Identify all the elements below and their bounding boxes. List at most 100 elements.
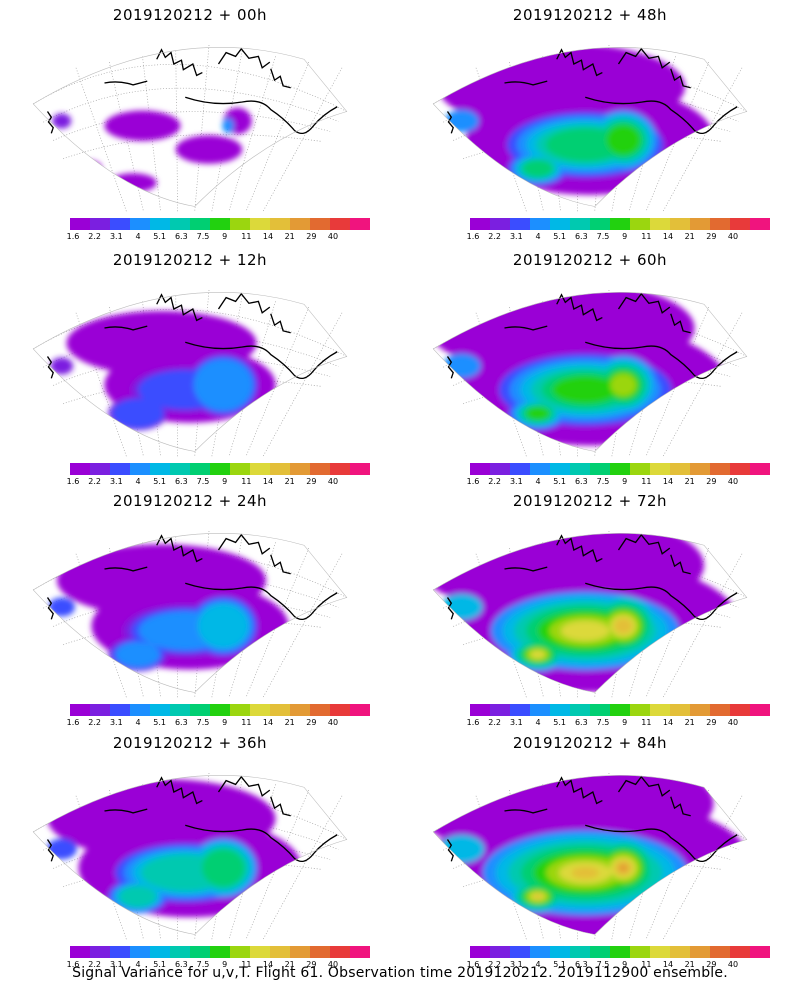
colorbar-swatch bbox=[470, 218, 490, 230]
colorbar-label: 29 bbox=[306, 718, 317, 727]
variance-map bbox=[32, 530, 348, 698]
colorbar-label: 6.3 bbox=[574, 232, 588, 241]
colorbar bbox=[470, 704, 770, 716]
colorbar-label: 21 bbox=[684, 232, 695, 241]
colorbar-label: 2.2 bbox=[488, 718, 502, 727]
colorbar-swatch bbox=[70, 463, 90, 475]
variance-map bbox=[32, 289, 348, 457]
colorbar-label: 6.3 bbox=[574, 718, 588, 727]
colorbar-label: 21 bbox=[284, 232, 295, 241]
colorbar-label: 40 bbox=[327, 232, 339, 241]
colorbar-swatch bbox=[170, 463, 190, 475]
colorbar-label: 21 bbox=[284, 960, 295, 969]
colorbar-swatch bbox=[510, 218, 530, 230]
colorbar-label: 21 bbox=[684, 960, 695, 969]
colorbar-label: 5.1 bbox=[553, 718, 567, 727]
colorbar-swatch bbox=[130, 946, 150, 958]
colorbar-swatch bbox=[230, 946, 250, 958]
graticule bbox=[33, 44, 347, 212]
colorbar-label: 1.6 bbox=[66, 718, 80, 727]
colorbar-label: 40 bbox=[727, 232, 739, 241]
colorbar-swatch bbox=[190, 704, 210, 716]
colorbar-labels: 1.6 2.2 3.1 4 5.1 6.3 7.5 9 11 14 21 29 40 bbox=[65, 960, 375, 972]
colorbar-swatch bbox=[210, 704, 230, 716]
colorbar-label: 29 bbox=[306, 960, 317, 969]
variance-map bbox=[432, 44, 748, 212]
colorbar-swatch bbox=[710, 463, 730, 475]
colorbar-label: 1.6 bbox=[466, 718, 480, 727]
colorbar-swatch bbox=[490, 463, 510, 475]
colorbar-swatch bbox=[270, 463, 290, 475]
colorbar-swatch bbox=[350, 218, 370, 230]
colorbar-labels: 1.6 2.2 3.1 4 5.1 6.3 7.5 9 11 14 21 29 40 bbox=[465, 477, 775, 489]
colorbar-label: 40 bbox=[327, 960, 339, 969]
colorbar-label: 2.2 bbox=[88, 477, 102, 486]
colorbar-swatch bbox=[570, 946, 590, 958]
colorbar-swatch bbox=[310, 946, 330, 958]
panel-00h: 2019120212 + 00h 1.6 2.2 3.1 4 5.1 6.3 7.5 9 11 14… bbox=[10, 0, 370, 241]
colorbar-swatch bbox=[250, 218, 270, 230]
colorbar-label: 9 bbox=[622, 718, 628, 727]
colorbar-swatch bbox=[690, 463, 710, 475]
colorbar-swatch bbox=[690, 704, 710, 716]
colorbar-label: 5.1 bbox=[153, 232, 167, 241]
colorbar-label: 6.3 bbox=[174, 960, 188, 969]
colorbar-label: 2.2 bbox=[88, 232, 102, 241]
colorbar-swatch bbox=[550, 946, 570, 958]
colorbar-swatch bbox=[470, 463, 490, 475]
colorbar-swatch bbox=[90, 218, 110, 230]
colorbar-label: 14 bbox=[262, 477, 274, 486]
colorbar-swatch bbox=[190, 218, 210, 230]
colorbar-label: 4 bbox=[535, 477, 541, 486]
colorbar-swatch bbox=[670, 218, 690, 230]
colorbar-swatch bbox=[530, 704, 550, 716]
colorbar-label: 29 bbox=[706, 477, 717, 486]
colorbar-label: 6.3 bbox=[174, 718, 188, 727]
variance-map bbox=[432, 772, 748, 940]
colorbar-swatch bbox=[630, 218, 650, 230]
colorbar-labels: 1.6 2.2 3.1 4 5.1 6.3 7.5 9 11 14 21 29 40 bbox=[65, 477, 375, 489]
colorbar-label: 40 bbox=[727, 718, 739, 727]
colorbar-label: 11 bbox=[641, 477, 652, 486]
panel-title: 2019120212 + 48h bbox=[512, 6, 668, 24]
colorbar-swatch bbox=[250, 946, 270, 958]
colorbar-labels: 1.6 2.2 3.1 4 5.1 6.3 7.5 9 11 14 21 29 40 bbox=[465, 232, 775, 244]
colorbar-swatch bbox=[710, 218, 730, 230]
colorbar-swatch bbox=[350, 704, 370, 716]
colorbar-swatch bbox=[490, 218, 510, 230]
colorbar-swatch bbox=[250, 463, 270, 475]
colorbar-label: 7.5 bbox=[596, 960, 610, 969]
colorbar-swatch bbox=[210, 218, 230, 230]
colorbar-swatch bbox=[530, 218, 550, 230]
colorbar-label: 3.1 bbox=[109, 232, 123, 241]
panel-title: 2019120212 + 72h bbox=[512, 492, 668, 510]
variance-map bbox=[432, 530, 748, 698]
colorbar-swatch bbox=[550, 704, 570, 716]
colorbar-swatch bbox=[530, 946, 550, 958]
colorbar-label: 2.2 bbox=[88, 960, 102, 969]
colorbar-label: 5.1 bbox=[153, 718, 167, 727]
variance-field bbox=[52, 107, 252, 193]
colorbar-swatch bbox=[290, 704, 310, 716]
colorbar-swatch bbox=[610, 463, 630, 475]
colorbar-swatch bbox=[150, 218, 170, 230]
colorbar-label: 2.2 bbox=[88, 718, 102, 727]
colorbar-label: 7.5 bbox=[596, 232, 610, 241]
colorbar-swatch bbox=[750, 704, 770, 716]
panel-60h: 2019120212 + 60h 1.6 2.2 3.1 4 5.1 6.3 7.5 9 11 14… bbox=[410, 245, 770, 486]
colorbar-label: 1.6 bbox=[466, 232, 480, 241]
colorbar-swatch bbox=[70, 704, 90, 716]
colorbar-label: 4 bbox=[135, 960, 141, 969]
panel-title: 2019120212 + 60h bbox=[512, 251, 668, 269]
colorbar-swatch bbox=[310, 704, 330, 716]
colorbar-swatch bbox=[110, 218, 130, 230]
colorbar-swatch bbox=[710, 704, 730, 716]
colorbar-swatch bbox=[730, 704, 750, 716]
colorbar-swatch bbox=[110, 946, 130, 958]
colorbar-label: 7.5 bbox=[596, 718, 610, 727]
colorbar-label: 7.5 bbox=[196, 232, 210, 241]
figure-caption: Signal Variance for u,v,T. Flight 61. Ob… bbox=[72, 965, 728, 981]
colorbar-label: 3.1 bbox=[109, 960, 123, 969]
colorbar-swatch bbox=[350, 463, 370, 475]
colorbar-swatch bbox=[170, 704, 190, 716]
